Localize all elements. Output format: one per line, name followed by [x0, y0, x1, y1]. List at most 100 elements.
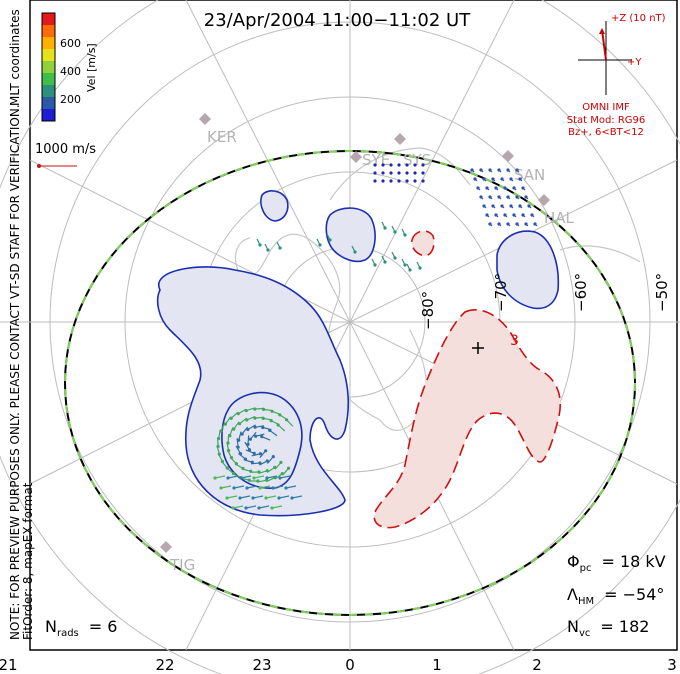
vector-origin [373, 263, 377, 267]
small-cell-2 [325, 207, 376, 263]
vector-origin [485, 186, 489, 190]
mlt-tick-2: 2 [532, 656, 542, 674]
vector-origin [239, 476, 243, 480]
vector-origin [353, 250, 357, 254]
vector-origin [244, 408, 248, 413]
vector-origin [219, 429, 223, 433]
vector-origin [506, 222, 510, 226]
vector-origin [270, 409, 274, 413]
vector-origin [381, 171, 385, 175]
vector-origin [253, 416, 257, 420]
vector-origin [216, 444, 220, 448]
vector-origin [389, 163, 393, 167]
contour-label: 3 [510, 333, 519, 349]
small-cell-1 [260, 190, 289, 222]
vector-origin [515, 195, 519, 199]
vector-origin [397, 163, 401, 167]
imf-dial: +Z (10 nT) +Y OMNI IMF Stat Mod: RG96 Bz… [567, 13, 666, 138]
station-marker-san [502, 150, 514, 162]
vector-origin [270, 506, 274, 510]
station-label-hal: HAL [544, 209, 575, 227]
hmb-boundary-dash [64, 150, 636, 616]
vector-origin [515, 168, 519, 172]
vector-origin [418, 266, 422, 270]
vector-origin [421, 171, 425, 175]
vector-origin [273, 465, 277, 470]
velocity-vector [291, 495, 303, 499]
vector-origin [251, 496, 255, 500]
velocity-vector [271, 505, 283, 509]
vector-origin [509, 177, 513, 181]
vector-origin [266, 248, 270, 252]
vector-origin [509, 204, 513, 208]
vector-origin [485, 213, 489, 217]
vector-origin [264, 449, 268, 453]
vector-origin [518, 204, 522, 208]
vector-origin [237, 422, 242, 426]
velocity-vector [272, 485, 284, 489]
vector-origin [245, 486, 249, 490]
vector-origin [403, 233, 407, 237]
vector-origin [494, 186, 498, 190]
vector-origin [497, 168, 501, 172]
vector-origin [232, 486, 236, 490]
vector-origin [328, 238, 332, 242]
velocity-vector [285, 485, 297, 489]
colorbar-cell [42, 73, 55, 86]
vector-origin [236, 412, 240, 416]
vector-origin [247, 448, 252, 452]
stat-model-line2: Bz+, 6<BT<12 [568, 127, 644, 138]
vector-origin [488, 168, 492, 172]
mlt-tick-22: 22 [155, 656, 174, 674]
vector-origin [506, 168, 510, 172]
vector-origin [397, 171, 401, 175]
vector-origin [533, 222, 537, 226]
vector-origin [518, 177, 522, 181]
colorbar-cell [42, 49, 55, 62]
vector-origin [413, 163, 417, 167]
vector-origin [494, 213, 498, 217]
dawn-cell [496, 230, 560, 310]
vector-origin [284, 418, 289, 422]
vector-origin [397, 179, 401, 183]
vector-origin [258, 461, 262, 465]
velocity-vector [278, 495, 290, 499]
vector-origin [381, 163, 385, 167]
vector-origin [253, 425, 257, 429]
vector-origin [264, 496, 268, 500]
vector-origin [278, 476, 282, 480]
vector-origin [261, 425, 265, 430]
station-label-tig: TIG [169, 556, 195, 574]
vector-origin [257, 470, 261, 474]
vector-origin [243, 457, 248, 461]
vector-origin [265, 476, 269, 480]
vector-origin [482, 177, 486, 181]
vector-origin [497, 222, 501, 226]
station-marker-sye [350, 151, 362, 163]
mlt-tick-23: 23 [252, 656, 271, 674]
reference-vector [37, 164, 77, 168]
colorbar-tick-200: 200 [60, 93, 81, 106]
vector-origin [488, 195, 492, 199]
vector-origin [488, 222, 492, 226]
vector-origin [405, 171, 409, 175]
vector-origin [500, 204, 504, 208]
vector-origin [408, 268, 412, 272]
station-label-san: SAN [514, 166, 545, 184]
phi-pc-stat: Φpc = 18 kV [567, 552, 666, 574]
vector-origin [503, 186, 507, 190]
vector-origin [223, 422, 227, 426]
vector-origin [279, 460, 283, 464]
velocity-vector [265, 495, 277, 499]
vector-origin [237, 438, 241, 442]
velocity-vector [233, 485, 245, 489]
vector-origin [238, 452, 243, 456]
vector-origin [473, 177, 477, 181]
vector-origin [421, 179, 425, 183]
vector-origin [381, 179, 385, 183]
velocity-vector [226, 495, 238, 499]
vector-origin [236, 445, 240, 449]
lat-label-50: −50° [653, 273, 671, 312]
station-marker-sys [394, 133, 406, 145]
